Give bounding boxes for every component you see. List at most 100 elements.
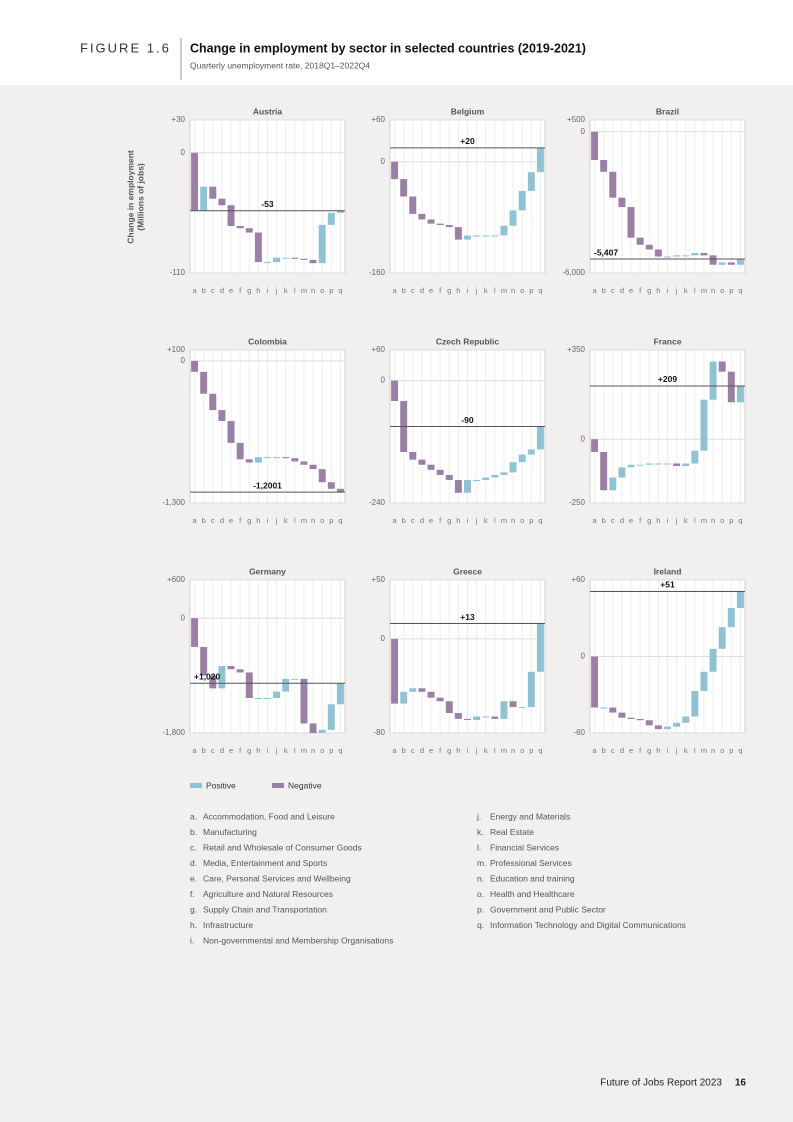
- bar: [618, 712, 626, 718]
- x-tick-label: a: [392, 516, 397, 525]
- x-tick-label: i: [667, 746, 669, 755]
- bar: [200, 371, 208, 394]
- x-tick-label: a: [192, 746, 197, 755]
- y-tick-label: +60: [371, 345, 385, 354]
- x-tick-label: o: [720, 286, 724, 295]
- bar: [191, 152, 199, 211]
- bar: [727, 608, 735, 628]
- bar: [518, 190, 526, 211]
- x-tick-label: e: [629, 746, 633, 755]
- key-name: Information Technology and Digital Commu…: [490, 920, 686, 930]
- key-letter: m.: [477, 858, 486, 868]
- total-label: -53: [261, 199, 274, 209]
- x-tick-label: f: [239, 746, 242, 755]
- x-tick-label: h: [256, 746, 260, 755]
- bar: [527, 671, 535, 708]
- x-tick-label: p: [329, 516, 333, 525]
- key-letter: d.: [190, 858, 197, 868]
- bar: [600, 452, 608, 491]
- bar: [500, 701, 508, 719]
- bar: [436, 469, 444, 475]
- bar: [391, 380, 399, 401]
- bar: [245, 672, 253, 698]
- key-letter: c.: [190, 842, 197, 852]
- bar: [718, 262, 726, 265]
- x-tick-label: q: [538, 516, 542, 525]
- key-name: Agriculture and Natural Resources: [203, 889, 333, 899]
- y-tick-label: 0: [581, 434, 586, 443]
- x-tick-label: p: [529, 516, 533, 525]
- x-tick-label: i: [267, 516, 269, 525]
- x-tick-label: h: [656, 286, 660, 295]
- panel-title: Colombia: [248, 336, 287, 346]
- x-tick-label: b: [602, 286, 606, 295]
- bar: [627, 464, 635, 468]
- x-tick-label: q: [338, 516, 342, 525]
- bar: [264, 262, 271, 264]
- legend-label: Negative: [288, 780, 322, 790]
- bar: [645, 463, 653, 465]
- bar: [291, 257, 299, 259]
- x-tick-label: o: [320, 746, 324, 755]
- y-tick-label: +350: [567, 345, 586, 354]
- y-tick-label: -240: [369, 498, 386, 507]
- y-tick-label: +50: [371, 575, 385, 584]
- bar: [700, 399, 708, 451]
- x-tick-label: f: [439, 746, 442, 755]
- x-tick-label: l: [494, 516, 496, 525]
- x-tick-label: i: [267, 746, 269, 755]
- key-letter: a.: [190, 811, 197, 821]
- legend-swatch: [190, 783, 202, 788]
- x-tick-label: j: [675, 516, 678, 525]
- bar: [309, 723, 317, 733]
- y-axis-label: Change in employment: [125, 150, 135, 244]
- x-tick-label: o: [320, 286, 324, 295]
- x-tick-label: j: [475, 746, 478, 755]
- y-tick-label: -110: [170, 268, 186, 277]
- bar: [527, 172, 535, 191]
- bar: [336, 683, 344, 705]
- y-tick-label: 0: [181, 356, 186, 365]
- x-tick-label: o: [720, 746, 724, 755]
- bar: [491, 716, 499, 719]
- bar: [418, 688, 426, 692]
- bar: [627, 207, 635, 238]
- x-tick-label: h: [656, 516, 660, 525]
- bar: [673, 255, 681, 257]
- x-tick-label: m: [501, 286, 507, 295]
- x-tick-label: k: [284, 746, 288, 755]
- y-tick-label: +100: [167, 345, 186, 354]
- panel-title: Belgium: [451, 106, 485, 116]
- y-tick-label: -80: [373, 728, 385, 737]
- x-tick-label: l: [294, 516, 296, 525]
- x-tick-label: p: [529, 286, 533, 295]
- bar: [227, 205, 235, 227]
- key-name: Education and training: [490, 873, 575, 883]
- x-tick-label: k: [284, 516, 288, 525]
- bar: [482, 477, 490, 481]
- y-tick-label: +30: [171, 115, 185, 124]
- key-name: Retail and Wholesale of Consumer Goods: [203, 842, 362, 852]
- y-tick-label: 0: [381, 634, 386, 643]
- panel-title: Austria: [253, 106, 283, 116]
- bar: [200, 646, 208, 676]
- bar: [654, 725, 662, 730]
- x-tick-label: d: [420, 516, 424, 525]
- bar: [264, 697, 271, 699]
- panel-title: France: [654, 336, 682, 346]
- x-tick-label: c: [611, 746, 615, 755]
- x-tick-label: j: [275, 286, 278, 295]
- x-tick-label: a: [392, 286, 397, 295]
- x-tick-label: f: [239, 516, 242, 525]
- y-tick-label: +60: [571, 575, 585, 584]
- bar: [454, 480, 462, 493]
- key-letter: l.: [477, 842, 481, 852]
- x-tick-label: c: [611, 286, 615, 295]
- bar: [227, 421, 235, 443]
- bar: [700, 671, 708, 691]
- bar: [654, 463, 662, 465]
- bar: [491, 474, 499, 478]
- x-tick-label: k: [684, 516, 688, 525]
- x-tick-label: d: [220, 746, 224, 755]
- x-tick-label: g: [447, 516, 451, 525]
